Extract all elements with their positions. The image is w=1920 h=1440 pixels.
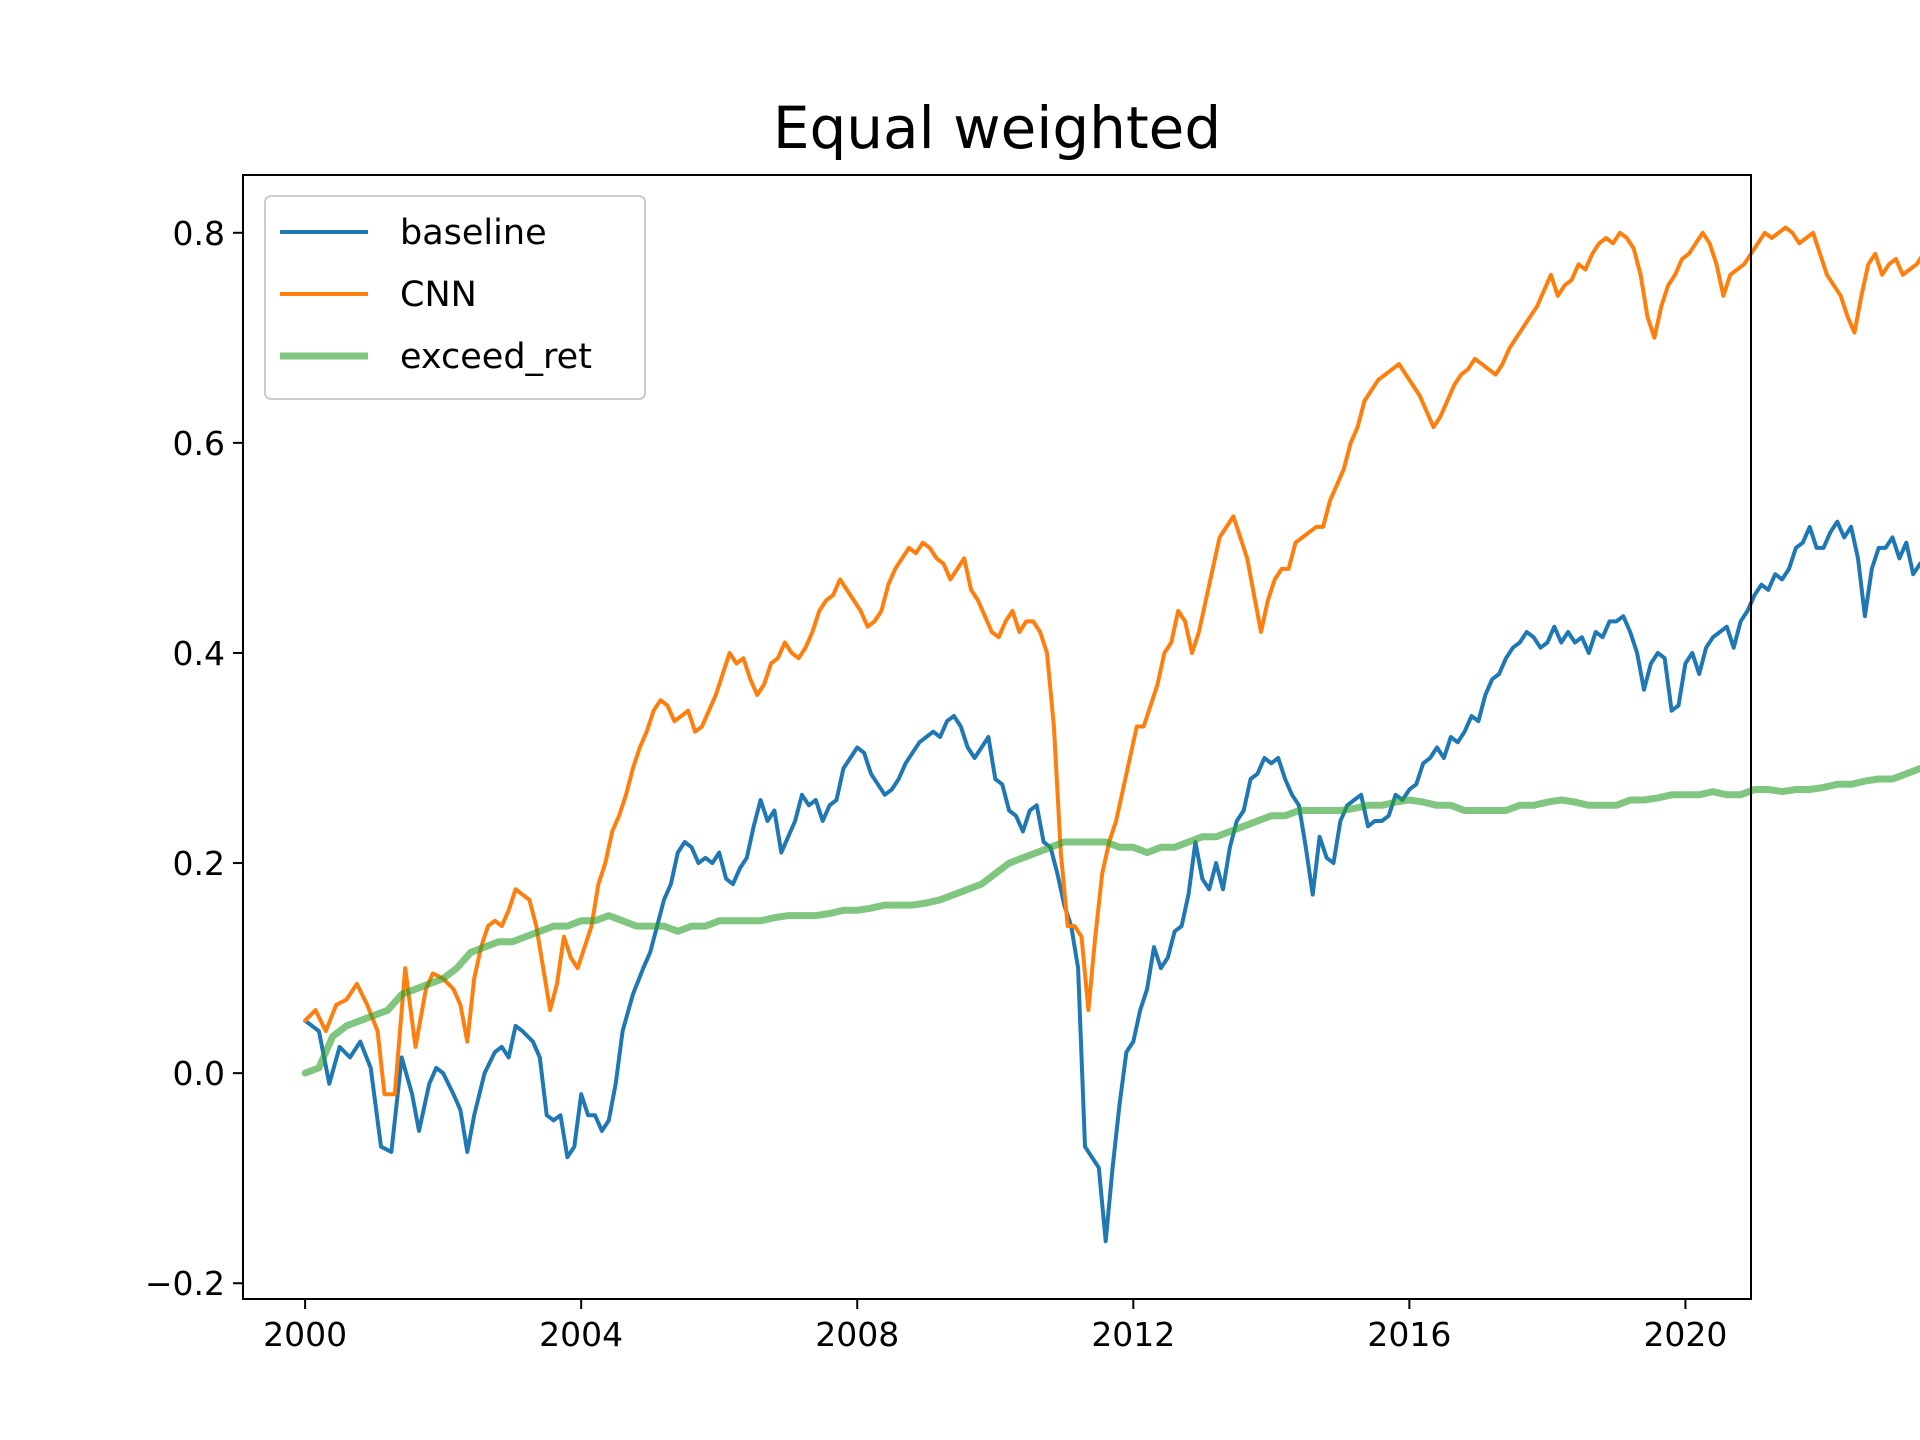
x-tick-label: 2012 bbox=[1091, 1315, 1175, 1354]
plot-frame bbox=[242, 174, 1752, 1300]
x-axis: 2000 2004 2008 2012 2016 2020 bbox=[263, 1299, 1727, 1354]
legend-label: exceed_ret bbox=[400, 337, 592, 377]
x-tick-label: 2016 bbox=[1367, 1315, 1451, 1354]
x-tick-label: 2000 bbox=[263, 1315, 347, 1354]
y-axis: −0.2 0.0 0.2 0.4 0.6 0.8 bbox=[145, 214, 243, 1303]
series-line-cnn bbox=[303, 225, 1920, 1097]
legend: baseline CNN exceed_ret bbox=[264, 195, 646, 400]
y-tick-label: 0.8 bbox=[173, 214, 225, 253]
legend-label: CNN bbox=[400, 275, 477, 315]
y-tick-label: 0.4 bbox=[173, 634, 225, 673]
legend-label: baseline bbox=[400, 213, 547, 253]
y-tick-label: 0.0 bbox=[173, 1054, 225, 1093]
y-tick-label: −0.2 bbox=[145, 1264, 225, 1303]
y-tick-label: 0.2 bbox=[173, 844, 225, 883]
series-line-baseline bbox=[303, 519, 1920, 1244]
chart-title: Equal weighted bbox=[773, 94, 1221, 162]
legend-box bbox=[264, 195, 646, 400]
x-tick-label: 2008 bbox=[815, 1315, 899, 1354]
series-line-exceed-ret bbox=[301, 765, 1920, 1077]
plot-lines bbox=[301, 225, 1920, 1244]
y-tick-label: 0.6 bbox=[173, 424, 225, 463]
x-tick-label: 2004 bbox=[539, 1315, 623, 1354]
x-tick-label: 2020 bbox=[1643, 1315, 1727, 1354]
